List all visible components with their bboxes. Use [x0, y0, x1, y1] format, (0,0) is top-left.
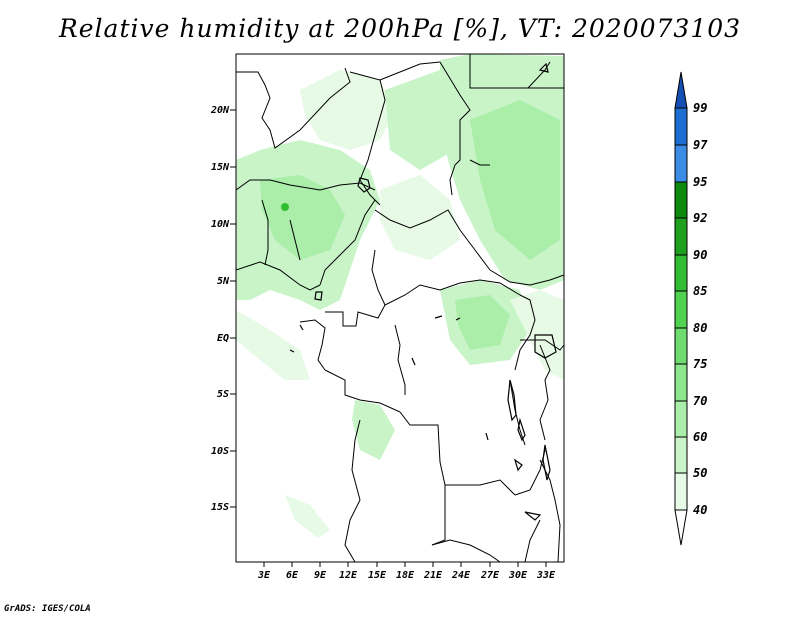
- lon-label: 12E: [339, 570, 358, 581]
- lakes: [289, 62, 557, 521]
- country-borders: [236, 54, 564, 562]
- colorbar-label: 60: [693, 430, 707, 444]
- longitude-axis: [263, 562, 547, 567]
- humidity-shading: [236, 54, 564, 538]
- lon-label: 27E: [480, 570, 500, 581]
- lat-label: 10S: [211, 446, 229, 457]
- colorbar-swatch: [674, 144, 688, 183]
- colorbar-label: 99: [693, 101, 707, 115]
- colorbar-label: 95: [693, 175, 707, 189]
- colorbar-label: 80: [693, 321, 707, 335]
- lon-label: 15E: [368, 570, 387, 581]
- colorbar-swatch: [674, 400, 688, 438]
- colorbar-top-arrow: [674, 71, 688, 109]
- colorbar-label: 97: [693, 138, 708, 152]
- colorbar-swatch: [674, 290, 688, 329]
- lon-label: 6E: [286, 570, 299, 581]
- lon-label: 33E: [536, 570, 556, 581]
- lat-label: 5S: [217, 389, 229, 400]
- colorbar-label: 85: [693, 284, 707, 298]
- lon-label: 9E: [314, 570, 327, 581]
- lat-label: 15N: [211, 162, 230, 173]
- colorbar: [674, 71, 688, 546]
- colorbar-swatch: [674, 254, 688, 292]
- colorbar-label: 50: [693, 466, 707, 480]
- colorbar-swatch: [674, 363, 688, 402]
- lon-label: 21E: [423, 570, 443, 581]
- map-frame: [235, 53, 565, 563]
- lat-label: 15S: [211, 502, 229, 513]
- colorbar-label: 92: [693, 211, 707, 225]
- colorbar-label: 40: [693, 503, 707, 517]
- longitude-labels: 3E 6E 9E 12E 15E 18E 21E 24E 27E 30E 33E: [257, 570, 556, 581]
- colorbar-swatch: [674, 107, 688, 146]
- colorbar-labels: 99 97 95 92 90 85 80 75 70 60 50 40: [693, 101, 708, 517]
- lon-label: 24E: [451, 570, 471, 581]
- lat-label: 10N: [211, 219, 230, 230]
- colorbar-bottom-arrow: [674, 509, 688, 546]
- lat-label: 5N: [217, 276, 230, 287]
- lon-label: 3E: [257, 570, 271, 581]
- colorbar-swatch: [674, 327, 688, 365]
- colorbar-label: 90: [693, 248, 707, 262]
- colorbar-label: 70: [693, 394, 707, 408]
- lat-label: EQ: [217, 333, 229, 344]
- colorbar-swatch: [674, 181, 688, 219]
- lat-label: 20N: [210, 105, 230, 116]
- colorbar-swatch: [674, 472, 688, 511]
- colorbar-swatch: [674, 217, 688, 256]
- latitude-labels: 20N 15N 10N 5N EQ 5S 10S 15S: [210, 105, 230, 513]
- lon-label: 18E: [396, 570, 415, 581]
- grads-credit: GrADS: IGES/COLA: [4, 604, 91, 614]
- latitude-axis: [230, 109, 236, 508]
- colorbar-label: 75: [693, 357, 707, 371]
- lon-label: 30E: [508, 570, 528, 581]
- colorbar-swatch: [674, 436, 688, 474]
- map-title: Relative humidity at 200hPa [%], VT: 202…: [58, 14, 742, 43]
